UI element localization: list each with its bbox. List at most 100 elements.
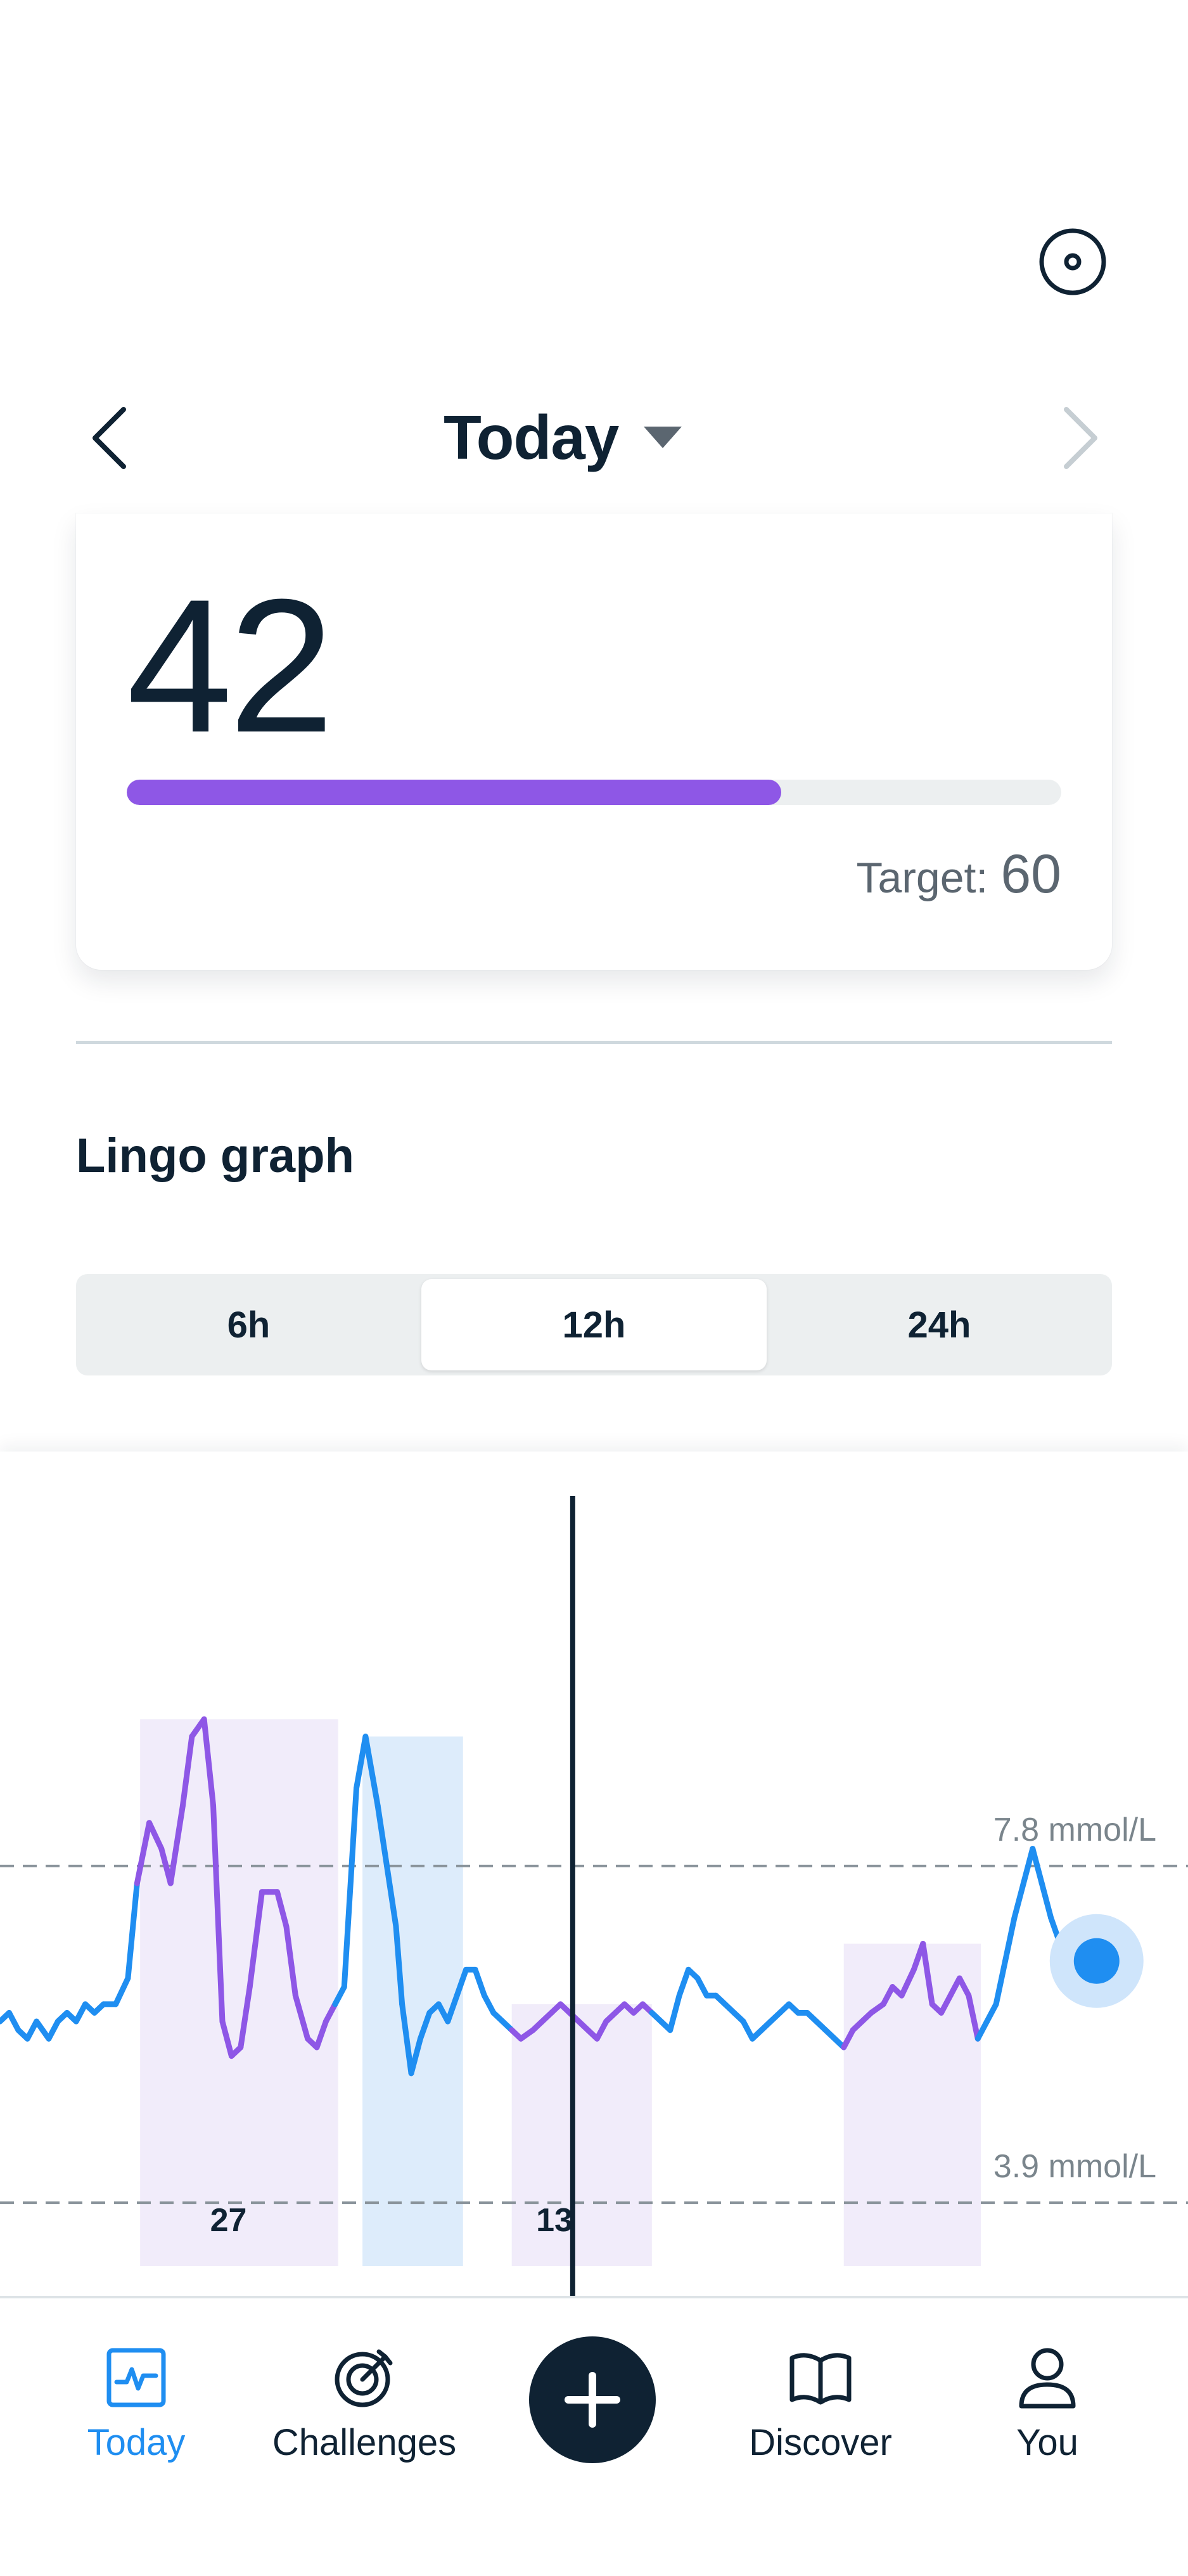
score-progress-bar [127, 780, 1061, 805]
series-segment-96 [898, 1966, 917, 1999]
target-dart-icon [335, 2349, 393, 2407]
target-row: Target: 60 [856, 843, 1061, 906]
reference-label-0: 7.8 mmol/L [993, 1812, 1156, 1848]
series-segment-100 [938, 1992, 954, 2016]
nav-you[interactable]: You [946, 2343, 1149, 2464]
series-segment-33 [314, 2018, 329, 2051]
nav-you-label: You [1016, 2422, 1078, 2463]
series-segment-44 [417, 2009, 433, 2042]
series-segment-31 [292, 1992, 311, 2042]
series-segment-102 [956, 1975, 972, 1999]
activity-icon [106, 2348, 166, 2407]
series-segment-105 [984, 2001, 999, 2025]
spike-score-label-1: 13 [536, 2202, 573, 2239]
series-segment-94 [880, 1984, 896, 2007]
series-segment-48 [454, 1966, 469, 1999]
series-segment-43 [408, 2035, 423, 2077]
series-segment-103 [966, 1992, 981, 2042]
series-segment-19 [179, 1734, 195, 1809]
range-12h[interactable]: 12h [421, 1279, 767, 1370]
series-segment-47 [445, 1992, 460, 2025]
series-segment-40 [384, 1863, 399, 1929]
series-segment-39 [374, 1803, 390, 1869]
series-segment-106 [993, 1958, 1009, 2007]
series-segment-51 [481, 1992, 497, 2016]
range-selector: 6h 12h 24h [76, 1274, 1112, 1375]
graph-title: Lingo graph [76, 1129, 355, 1183]
series-segment-71 [667, 1992, 682, 2033]
series-segment-72 [676, 1966, 692, 1999]
series-segment-41 [393, 1923, 406, 2007]
nav-discover[interactable]: Discover [719, 2343, 922, 2464]
series-segment-22 [210, 1803, 226, 2025]
series-segment-98 [920, 1940, 935, 2007]
spike-band-2 [511, 2004, 652, 2266]
series-segment-38 [362, 1734, 381, 1809]
series-segment-37 [354, 1734, 369, 1791]
range-24h[interactable]: 24h [767, 1274, 1112, 1375]
spike-score-label-0: 27 [210, 2202, 247, 2239]
chevron-right-icon[interactable] [1057, 403, 1101, 473]
glucose-chart[interactable]: 7.8 mmol/L 3.9 mmol/L 27 13 [0, 1452, 1188, 2298]
series-segment-9 [73, 2001, 89, 2025]
series-segment-29 [274, 1889, 290, 1929]
series-segment-36 [341, 1785, 359, 1990]
series-segment-15 [134, 1820, 153, 1886]
scrubber-pointer [540, 1452, 604, 1496]
section-divider [76, 1041, 1112, 1044]
series-segment-23 [219, 2018, 234, 2059]
series-segment-1 [6, 2009, 22, 2033]
current-point [1073, 1938, 1120, 1984]
series-segment-34 [323, 2001, 338, 2025]
series-segment-111 [1038, 1880, 1054, 1921]
nav-discover-label: Discover [749, 2422, 892, 2463]
series-segment-110 [1030, 1846, 1045, 1886]
series-segment-90 [841, 2027, 856, 2051]
score-card: 42 Target: 60 [76, 513, 1112, 970]
user-icon [1019, 2348, 1076, 2409]
series-segment-108 [1011, 1880, 1026, 1921]
caret-down-icon [644, 427, 682, 448]
nav-challenges[interactable]: Challenges [263, 2343, 466, 2464]
plus-icon [565, 2372, 620, 2428]
chevron-left-icon[interactable] [89, 403, 133, 473]
series-segment-16 [146, 1820, 165, 1852]
reference-label-1: 3.9 mmol/L [993, 2148, 1156, 2185]
series-segment-26 [246, 1889, 265, 1990]
target-value: 60 [1000, 844, 1061, 905]
score-progress-fill [127, 780, 781, 805]
series-segment-6 [46, 2018, 61, 2042]
date-label: Today [444, 402, 619, 472]
series-segment-109 [1020, 1846, 1036, 1886]
spike-band-3 [843, 1943, 981, 2266]
series-segment-50 [472, 1966, 487, 1999]
series-segment-30 [283, 1923, 298, 1999]
series-segment-35 [332, 1984, 347, 2007]
range-12h-label: 12h [562, 1304, 626, 1346]
series-segment-42 [399, 2001, 414, 2077]
range-6h-label: 6h [227, 1304, 271, 1346]
series-segment-107 [1002, 1915, 1018, 1964]
nav-today-label: Today [87, 2422, 186, 2463]
date-selector[interactable]: Today [444, 393, 682, 482]
nav-today[interactable]: Today [35, 2343, 238, 2464]
target-icon[interactable] [1038, 227, 1108, 297]
add-button[interactable] [529, 2336, 656, 2463]
score-value: 42 [127, 559, 335, 772]
nav-challenges-label: Challenges [272, 2422, 457, 2463]
series-segment-104 [974, 2018, 990, 2042]
series-segment-79 [740, 2018, 755, 2042]
series-segment-3 [24, 2018, 40, 2042]
range-24h-label: 24h [907, 1304, 971, 1346]
range-6h[interactable]: 6h [76, 1274, 421, 1375]
series-segment-14 [125, 1880, 140, 1981]
spike-band-0 [140, 1719, 338, 2266]
series-segment-18 [167, 1803, 186, 1886]
series-segment-63 [594, 2018, 610, 2042]
series-segment-74 [694, 1975, 710, 1999]
series-segment-21 [201, 1716, 217, 1809]
target-label: Target: [856, 854, 988, 902]
bottom-nav: Today Challenges Discover You [0, 2296, 1188, 2576]
series-segment-13 [113, 1975, 131, 2007]
book-icon [789, 2353, 852, 2405]
